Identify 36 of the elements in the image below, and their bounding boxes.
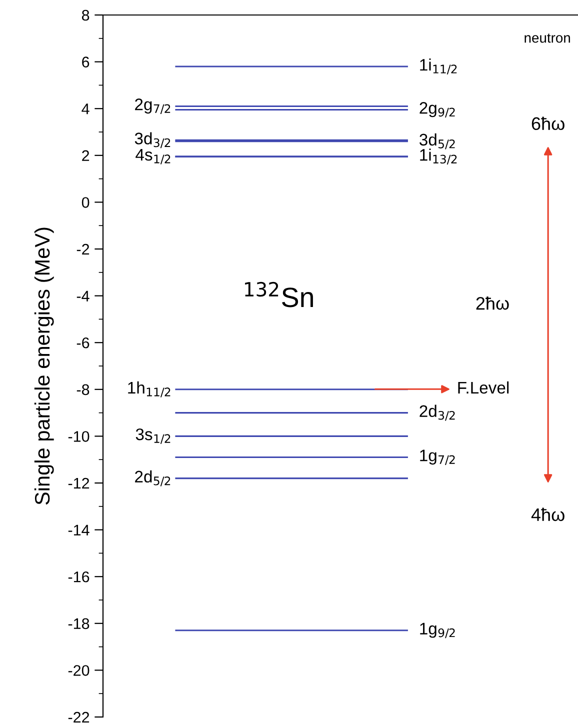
y-tick-label: -18 — [68, 618, 90, 630]
series-label: 2g$_{7/2}$ — [135, 98, 170, 114]
series-label: 1h$_{11/2}$ — [128, 381, 170, 398]
annotation: F.Level — [458, 381, 509, 394]
y-tick-label: 0 — [82, 197, 90, 208]
y-tick-label: -16 — [68, 571, 90, 582]
y-tick-label: 2 — [82, 150, 90, 161]
series-label: 2d$_{3/2}$ — [420, 404, 455, 421]
y-tick-label: -22 — [68, 712, 90, 723]
y-tick-label: 8 — [82, 10, 90, 21]
annotation: $^{132}$Sn — [245, 282, 313, 308]
series-label: 1g$_{9/2}$ — [420, 622, 455, 638]
series-label: 3d$_{5/2}$ — [420, 133, 455, 150]
y-tick-label: -12 — [68, 478, 90, 489]
annotation: neutron — [524, 34, 570, 43]
y-tick-label: -4 — [76, 290, 90, 302]
series-label: 1g$_{7/2}$ — [420, 450, 455, 465]
series-label: 3d$_{3/2}$ — [134, 132, 170, 148]
y-tick-label: -2 — [76, 244, 90, 255]
annotation: 6ħω — [532, 116, 564, 130]
y-tick-label: 4 — [82, 104, 90, 114]
y-tick-label: -10 — [68, 431, 90, 442]
y-tick-label: 6 — [82, 56, 90, 68]
series-label: 4s$_{1/2}$ — [136, 149, 170, 164]
annotation: 4ħω — [531, 508, 564, 522]
series-label: 3s$_{1/2}$ — [136, 428, 170, 444]
y-tick-label: -14 — [68, 524, 90, 536]
series-label: 1i$_{11/2}$ — [420, 58, 457, 74]
y-tick-label: -8 — [76, 384, 90, 396]
y-tick-label: -6 — [76, 337, 90, 348]
annotation: 2ħω — [476, 296, 509, 310]
y-tick-label: -20 — [68, 665, 90, 676]
y-axis-title: Single particle energies (MeV) — [34, 228, 54, 505]
series-label: 1i$_{13/2}$ — [420, 148, 457, 164]
series-label: 2d$_{5/2}$ — [135, 470, 170, 486]
series-label: 2g$_{9/2}$ — [420, 102, 455, 118]
